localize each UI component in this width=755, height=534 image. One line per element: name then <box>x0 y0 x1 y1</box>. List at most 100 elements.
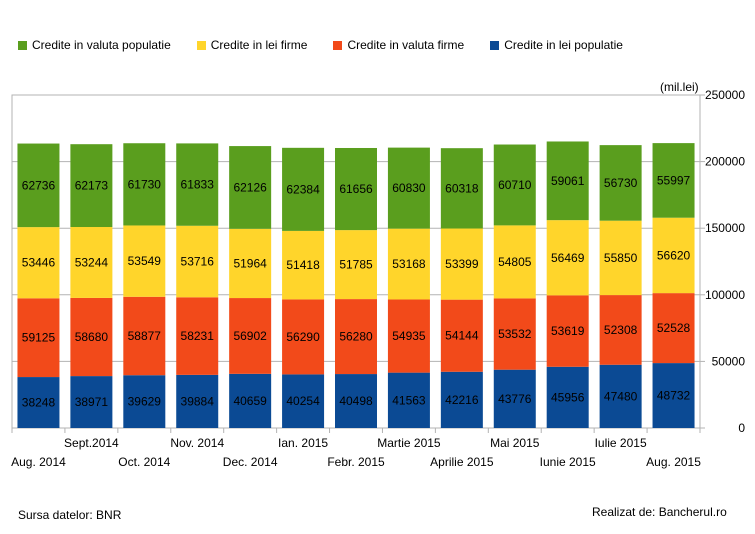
data-label: 40254 <box>286 394 320 408</box>
x-tick-label: Aug. 2015 <box>646 455 701 469</box>
bar-segment <box>493 225 536 299</box>
legend-item-valuta-firme: Credite in valuta firme <box>333 38 464 52</box>
bar-segment <box>17 143 60 228</box>
bar-segment <box>176 225 219 298</box>
data-label: 53446 <box>22 256 56 270</box>
data-labels: 38248 59125 53446 62736 38971 58680 53244 62173… <box>22 173 691 409</box>
bar-segment <box>282 230 325 300</box>
bar-segment <box>335 299 377 375</box>
x-tick-label: Ian. 2015 <box>278 436 328 450</box>
bar-segment <box>546 220 589 296</box>
axes: 0 50000 100000 150000 200000 250000 Aug. 2014 S… <box>11 88 745 469</box>
data-label: 40498 <box>339 394 373 408</box>
data-label: 62126 <box>233 180 267 194</box>
bar-segment <box>123 375 166 428</box>
credit-note: Realizat de: Bancherul.ro <box>592 505 727 519</box>
y-tick-label: 150000 <box>705 221 745 235</box>
bar-segment <box>599 295 642 365</box>
bar-segment <box>387 228 430 300</box>
data-label: 59061 <box>551 174 585 188</box>
data-label: 51785 <box>339 258 373 272</box>
x-tick-label: Dec. 2014 <box>223 455 278 469</box>
y-tick-label: 50000 <box>712 354 746 368</box>
bar-segment <box>546 366 589 428</box>
data-label: 51418 <box>286 258 320 272</box>
data-label: 56620 <box>657 248 691 262</box>
x-tick-label: Iunie 2015 <box>540 455 596 469</box>
data-label: 51964 <box>233 256 267 270</box>
legend-label: Credite in lei populatie <box>504 38 623 52</box>
data-label: 54805 <box>498 255 532 269</box>
bar-segment <box>440 299 483 372</box>
data-label: 48732 <box>657 389 691 403</box>
bar-segment <box>599 145 642 221</box>
bar-segment <box>70 376 113 428</box>
y-tick-label: 0 <box>738 421 745 435</box>
data-label: 53716 <box>181 255 215 269</box>
bar-segment <box>282 299 325 375</box>
data-label: 39884 <box>181 394 215 408</box>
bar-segment <box>229 146 272 229</box>
bar-segment <box>17 227 60 299</box>
bar-segment <box>70 227 113 298</box>
data-label: 62736 <box>22 178 56 192</box>
data-label: 38971 <box>75 395 109 409</box>
data-label: 60710 <box>498 178 532 192</box>
data-label: 39629 <box>128 395 162 409</box>
bar-segment <box>387 147 430 229</box>
data-label: 53532 <box>498 327 532 341</box>
data-label: 42216 <box>445 393 479 407</box>
data-label: 62173 <box>75 179 109 193</box>
bar-segment <box>229 298 272 374</box>
bar-segment <box>440 371 483 428</box>
bar-segment <box>652 293 695 364</box>
bar-segment <box>493 144 536 226</box>
data-label: 53549 <box>128 254 162 268</box>
data-label: 59125 <box>22 331 56 345</box>
data-label: 43776 <box>498 392 532 406</box>
legend-item-lei-firme: Credite in lei firme <box>196 38 308 52</box>
bar-segment <box>652 217 695 294</box>
legend-item-lei-populatie: Credite in lei populatie <box>490 38 623 52</box>
legend-swatch <box>490 40 500 50</box>
x-tick-label: Sept.2014 <box>64 436 119 450</box>
bar-segment <box>652 363 695 428</box>
legend-label: Credite in lei firme <box>210 38 308 52</box>
bar-segment <box>652 143 695 218</box>
data-label: 61730 <box>128 177 162 191</box>
bar-segment <box>599 364 642 428</box>
data-label: 52308 <box>604 323 638 337</box>
legend-item-valuta-populatie: Credite in valuta populatie <box>18 38 171 52</box>
bar-segment <box>17 377 60 428</box>
bar-segment <box>176 143 219 226</box>
bar-segment <box>176 297 219 375</box>
bar-segment <box>123 296 166 376</box>
bar-segment <box>440 148 483 229</box>
bar-segment <box>229 228 272 299</box>
data-label: 58680 <box>75 330 109 344</box>
bar-segment <box>493 369 536 428</box>
data-label: 54935 <box>392 329 426 343</box>
bar-segment <box>335 374 377 428</box>
data-label: 47480 <box>604 389 638 403</box>
legend-swatch <box>196 40 206 50</box>
data-label: 60318 <box>445 181 479 195</box>
x-tick-label: Aug. 2014 <box>11 455 66 469</box>
x-tick-label: Febr. 2015 <box>327 455 385 469</box>
bar-segment <box>546 141 589 221</box>
data-label: 58231 <box>181 329 215 343</box>
x-tick-label: Aprilie 2015 <box>430 455 494 469</box>
bar-segment <box>123 225 166 297</box>
bar-segment <box>387 299 430 373</box>
bar-segment <box>17 298 60 378</box>
bar-segment <box>440 228 483 300</box>
bar-segment <box>70 144 113 228</box>
data-label: 45956 <box>551 390 585 404</box>
bars <box>17 141 695 428</box>
data-label: 61833 <box>181 178 215 192</box>
x-tick-label: Martie 2015 <box>377 436 441 450</box>
data-label: 52528 <box>657 321 691 335</box>
x-tick-label: Oct. 2014 <box>118 455 170 469</box>
legend-label: Credite in valuta firme <box>347 38 465 52</box>
data-label: 62384 <box>286 182 320 196</box>
